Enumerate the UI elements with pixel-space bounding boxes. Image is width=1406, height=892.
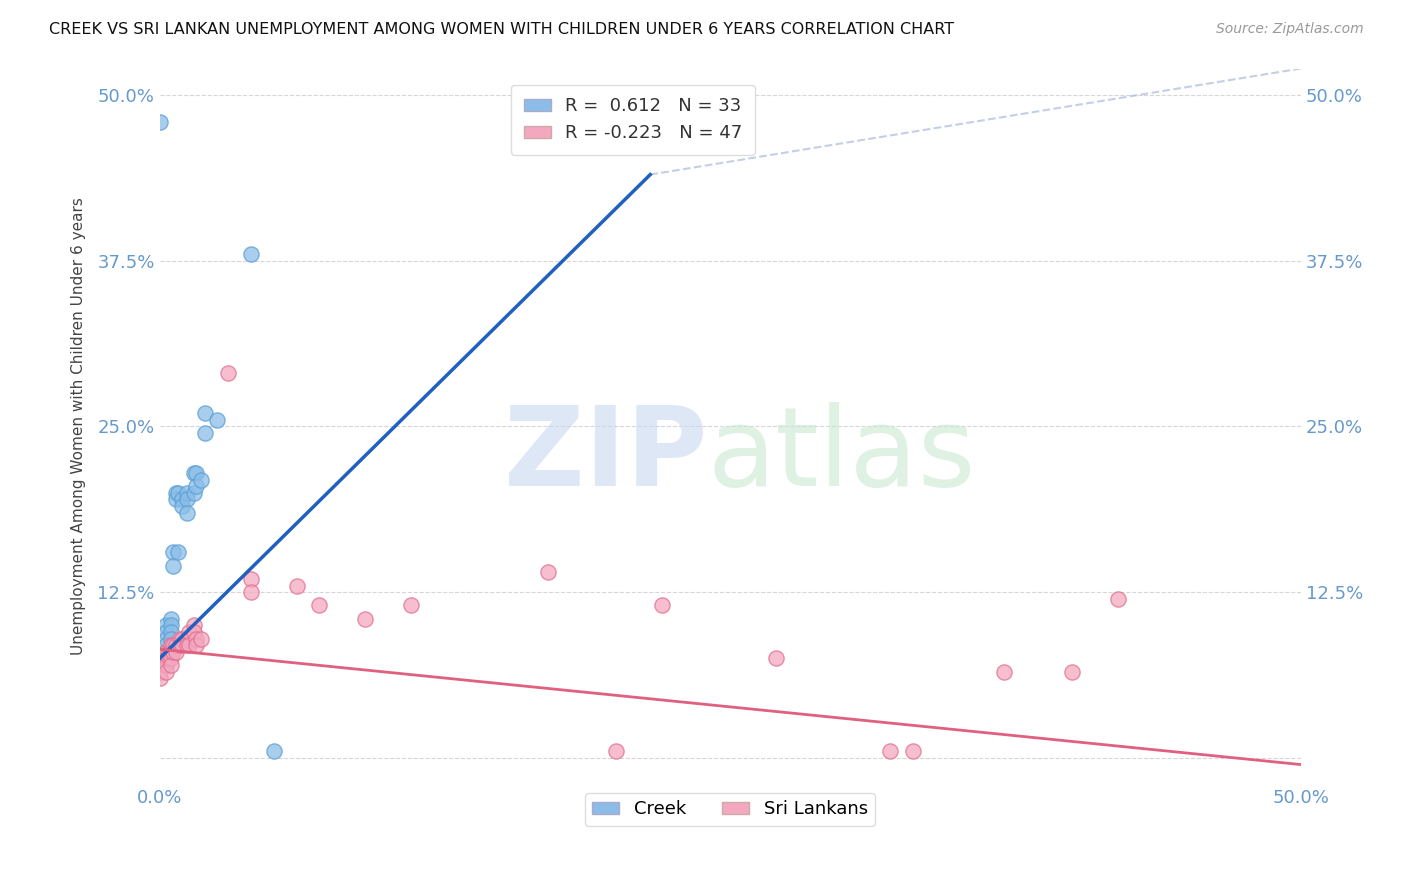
Point [149, 672, 172, 686]
Point [194, 406, 217, 420]
Point [285, 578, 308, 592]
Point [205, 413, 228, 427]
Point [399, 599, 422, 613]
Point [162, 558, 184, 573]
Point [155, 624, 177, 639]
Text: ZIP: ZIP [503, 401, 707, 508]
Point [155, 651, 177, 665]
Point [263, 744, 285, 758]
Point [179, 624, 201, 639]
Point [162, 645, 184, 659]
Point [172, 499, 194, 513]
Point [879, 744, 901, 758]
Point [184, 638, 207, 652]
Point [149, 658, 172, 673]
Point [155, 651, 177, 665]
Point [155, 632, 177, 646]
Point [160, 612, 183, 626]
Point [162, 638, 184, 652]
Point [169, 632, 191, 646]
Point [155, 645, 177, 659]
Point [184, 466, 207, 480]
Text: atlas: atlas [707, 401, 976, 508]
Point [165, 492, 187, 507]
Point [155, 645, 177, 659]
Point [1062, 665, 1084, 679]
Point [157, 645, 180, 659]
Point [165, 638, 187, 652]
Point [160, 645, 183, 659]
Point [354, 612, 377, 626]
Point [239, 572, 262, 586]
Text: CREEK VS SRI LANKAN UNEMPLOYMENT AMONG WOMEN WITH CHILDREN UNDER 6 YEARS CORRELA: CREEK VS SRI LANKAN UNEMPLOYMENT AMONG W… [49, 22, 955, 37]
Point [605, 744, 627, 758]
Point [217, 367, 239, 381]
Point [308, 599, 330, 613]
Point [184, 632, 207, 646]
Point [149, 651, 172, 665]
Point [176, 485, 198, 500]
Point [536, 566, 558, 580]
Point [155, 658, 177, 673]
Point [172, 492, 194, 507]
Point [155, 638, 177, 652]
Point [160, 638, 183, 652]
Point [239, 247, 262, 261]
Point [179, 638, 201, 652]
Point [160, 624, 183, 639]
Point [1107, 591, 1129, 606]
Point [166, 545, 188, 559]
Point [172, 632, 194, 646]
Point [172, 638, 194, 652]
Point [183, 618, 205, 632]
Point [651, 599, 673, 613]
Point [183, 624, 205, 639]
Point [165, 485, 187, 500]
Point [183, 466, 205, 480]
Point [183, 485, 205, 500]
Point [160, 651, 183, 665]
Point [901, 744, 924, 758]
Point [155, 618, 177, 632]
Point [993, 665, 1015, 679]
Y-axis label: Unemployment Among Women with Children Under 6 years: Unemployment Among Women with Children U… [72, 197, 86, 656]
Point [176, 632, 198, 646]
Point [160, 658, 183, 673]
Point [155, 665, 177, 679]
Point [765, 651, 787, 665]
Point [166, 485, 188, 500]
Text: Source: ZipAtlas.com: Source: ZipAtlas.com [1216, 22, 1364, 37]
Point [169, 638, 191, 652]
Point [157, 651, 180, 665]
Point [184, 479, 207, 493]
Point [149, 665, 172, 679]
Point [160, 632, 183, 646]
Point [194, 426, 217, 441]
Point [190, 473, 212, 487]
Point [160, 618, 183, 632]
Point [165, 645, 187, 659]
Legend: Creek, Sri Lankans: Creek, Sri Lankans [585, 793, 875, 825]
Point [239, 585, 262, 599]
Point [149, 114, 172, 128]
Point [155, 658, 177, 673]
Point [176, 506, 198, 520]
Point [176, 492, 198, 507]
Point [190, 632, 212, 646]
Point [176, 638, 198, 652]
Point [162, 545, 184, 559]
